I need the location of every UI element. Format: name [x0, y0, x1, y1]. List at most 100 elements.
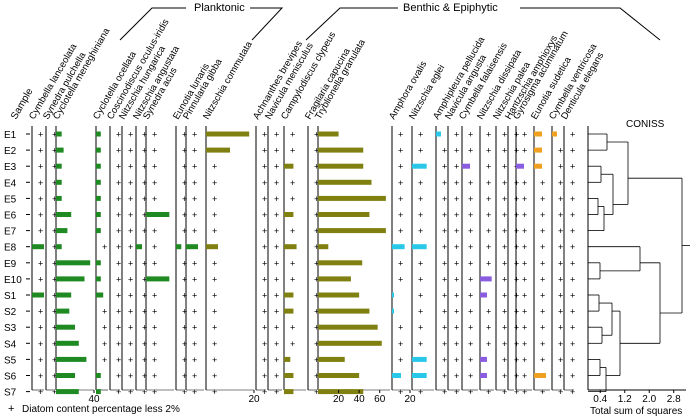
- less-than-2-marker: +: [468, 355, 473, 365]
- abundance-bar: [56, 373, 75, 378]
- less-than-2-marker: +: [514, 146, 519, 156]
- abundance-bar: [96, 228, 101, 234]
- less-than-2-marker: +: [274, 387, 279, 397]
- less-than-2-marker: +: [522, 226, 527, 236]
- less-than-2-marker: +: [182, 291, 187, 301]
- less-than-2-marker: +: [128, 242, 133, 252]
- less-than-2-marker: +: [314, 178, 319, 188]
- less-than-2-marker: +: [442, 274, 447, 284]
- less-than-2-marker: +: [514, 178, 519, 188]
- abundance-bar: [56, 163, 62, 169]
- less-than-2-marker: +: [152, 291, 157, 301]
- less-than-2-marker: +: [570, 339, 575, 349]
- less-than-2-marker: +: [182, 323, 187, 333]
- less-than-2-marker: +: [398, 323, 403, 333]
- less-than-2-marker: +: [442, 242, 447, 252]
- abundance-bar: [392, 308, 394, 314]
- less-than-2-marker: +: [116, 274, 121, 284]
- less-than-2-marker: +: [192, 387, 197, 397]
- less-than-2-marker: +: [52, 162, 57, 172]
- planktonic-group-label: Planktonic: [194, 2, 245, 14]
- less-than-2-marker: +: [142, 355, 147, 365]
- less-than-2-marker: +: [442, 226, 447, 236]
- less-than-2-marker: +: [570, 371, 575, 381]
- less-than-2-marker: +: [128, 371, 133, 381]
- less-than-2-marker: +: [486, 323, 491, 333]
- less-than-2-marker: +: [192, 291, 197, 301]
- less-than-2-marker: +: [558, 226, 563, 236]
- abundance-bar: [96, 163, 101, 169]
- less-than-2-marker: +: [468, 210, 473, 220]
- less-than-2-marker: +: [116, 242, 121, 252]
- sample-label: S7: [4, 388, 17, 399]
- less-than-2-marker: +: [540, 323, 545, 333]
- less-than-2-marker: +: [192, 194, 197, 204]
- less-than-2-marker: +: [52, 274, 57, 284]
- less-than-2-marker: +: [52, 307, 57, 317]
- benthic-bracket-right: [520, 7, 661, 41]
- less-than-2-marker: +: [290, 226, 295, 236]
- less-than-2-marker: +: [192, 130, 197, 140]
- abundance-bar: [318, 292, 360, 298]
- less-than-2-marker: +: [212, 307, 217, 317]
- less-than-2-marker: +: [454, 130, 459, 140]
- less-than-2-marker: +: [442, 210, 447, 220]
- less-than-2-marker: +: [38, 258, 43, 268]
- less-than-2-marker: +: [454, 258, 459, 268]
- sample-label: E8: [4, 243, 17, 254]
- less-than-2-marker: +: [514, 291, 519, 301]
- less-than-2-marker: +: [116, 194, 121, 204]
- less-than-2-marker: +: [182, 210, 187, 220]
- less-than-2-marker: +: [152, 371, 157, 381]
- less-than-2-marker: +: [52, 258, 57, 268]
- less-than-2-marker: +: [558, 291, 563, 301]
- less-than-2-marker: +: [486, 387, 491, 397]
- less-than-2-marker: +: [290, 274, 295, 284]
- less-than-2-marker: +: [128, 210, 133, 220]
- less-than-2-marker: +: [558, 178, 563, 188]
- less-than-2-marker: +: [502, 323, 507, 333]
- legend: + Diatom content percentage less 2%: [8, 403, 180, 415]
- abundance-bar: [96, 292, 104, 298]
- less-than-2-marker: +: [52, 323, 57, 333]
- less-than-2-marker: +: [152, 178, 157, 188]
- less-than-2-marker: +: [38, 130, 43, 140]
- less-than-2-marker: +: [192, 339, 197, 349]
- less-than-2-marker: +: [570, 307, 575, 317]
- less-than-2-marker: +: [182, 371, 187, 381]
- less-than-2-marker: +: [502, 178, 507, 188]
- less-than-2-marker: +: [418, 274, 423, 284]
- less-than-2-marker: +: [558, 146, 563, 156]
- abundance-bar: [392, 292, 394, 298]
- less-than-2-marker: +: [262, 226, 267, 236]
- less-than-2-marker: +: [38, 339, 43, 349]
- abundance-bar: [480, 292, 487, 298]
- less-than-2-marker: +: [314, 162, 319, 172]
- less-than-2-marker: +: [454, 274, 459, 284]
- less-than-2-marker: +: [454, 162, 459, 172]
- abundance-bar: [96, 131, 101, 137]
- less-than-2-marker: +: [152, 146, 157, 156]
- abundance-bar: [392, 373, 401, 378]
- less-than-2-marker: +: [274, 210, 279, 220]
- less-than-2-marker: +: [502, 194, 507, 204]
- less-than-2-marker: +: [142, 291, 147, 301]
- less-than-2-marker: +: [468, 387, 473, 397]
- abundance-bar: [284, 373, 294, 378]
- abundance-bar: [56, 340, 79, 346]
- less-than-2-marker: +: [468, 371, 473, 381]
- abundance-bar: [96, 260, 101, 266]
- less-than-2-marker: +: [540, 194, 545, 204]
- less-than-2-marker: +: [558, 307, 563, 317]
- less-than-2-marker: +: [522, 291, 527, 301]
- less-than-2-marker: +: [212, 162, 217, 172]
- less-than-2-marker: +: [102, 242, 107, 252]
- less-than-2-marker: +: [142, 323, 147, 333]
- less-than-2-marker: +: [314, 242, 319, 252]
- less-than-2-marker: +: [514, 323, 519, 333]
- less-than-2-marker: +: [398, 146, 403, 156]
- less-than-2-marker: +: [182, 258, 187, 268]
- less-than-2-marker: +: [116, 178, 121, 188]
- less-than-2-marker: +: [418, 258, 423, 268]
- abundance-bar: [392, 244, 405, 250]
